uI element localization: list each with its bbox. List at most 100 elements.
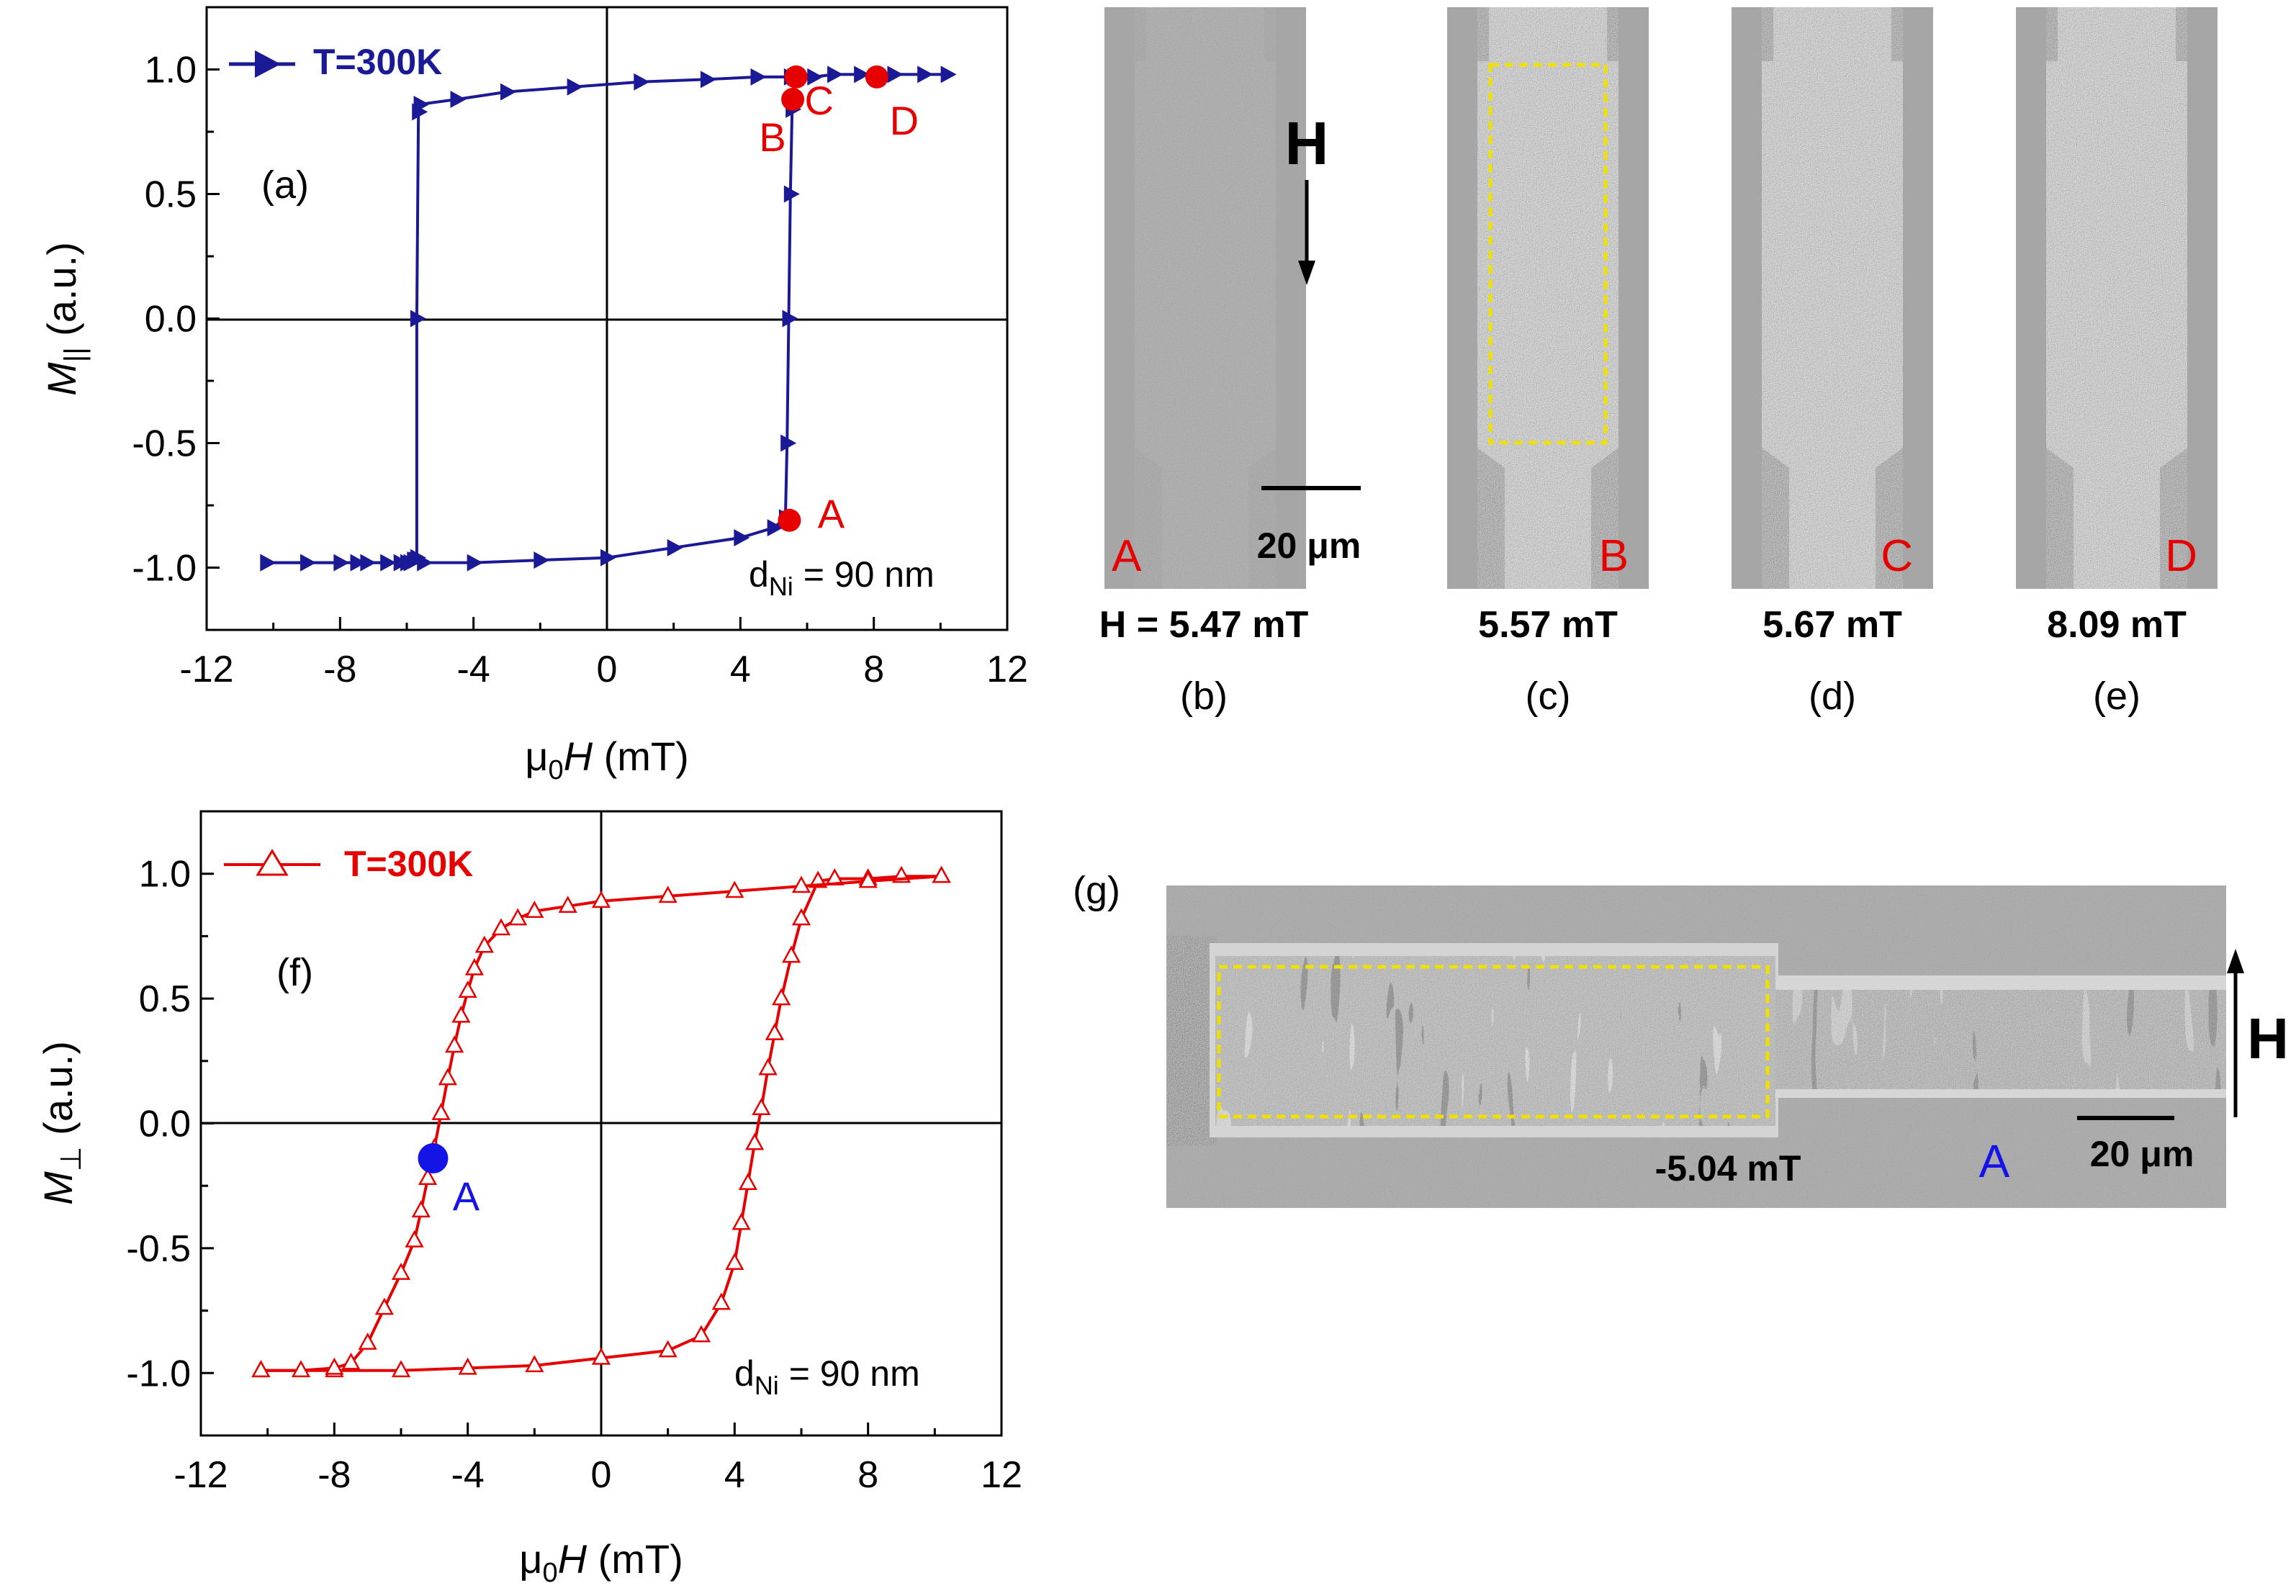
x-tick-label: 0 — [591, 1454, 612, 1496]
x-axis-label: μ0H (mT) — [525, 734, 689, 785]
y-tick-label: 0.0 — [139, 1104, 191, 1145]
y-axis-label: M|| (a.u.) — [39, 242, 91, 396]
panel-label-b: (b) — [1180, 675, 1228, 718]
data-point — [765, 1023, 785, 1040]
data-point — [391, 1262, 411, 1280]
point-marker-D — [865, 65, 888, 89]
data-point — [508, 908, 528, 926]
data-point — [500, 83, 516, 101]
y-axis-label: M⊥ (a.u.) — [35, 1041, 87, 1205]
data-point — [634, 73, 650, 91]
x-label-var: H — [558, 1536, 587, 1582]
data-point — [567, 78, 583, 96]
data-point — [411, 1200, 431, 1218]
data-point — [791, 908, 811, 926]
data-point — [438, 1068, 457, 1086]
point-marker-A — [778, 508, 801, 532]
data-point — [854, 66, 870, 84]
data-point — [767, 519, 783, 537]
data-point — [752, 1098, 771, 1115]
axis-ticks: -12 -8 -4 0 4 8 12 1.0 0.5 0.0 -0.5 -1.0 — [126, 854, 1022, 1496]
x-tick-label: -4 — [451, 1454, 485, 1496]
data-point — [932, 865, 951, 883]
data-point — [525, 1355, 544, 1373]
legend: T=300K — [224, 844, 473, 884]
strip-letter: D — [2165, 531, 2197, 581]
data-point — [917, 66, 934, 84]
data-point — [667, 538, 683, 556]
x-label-unit: (mT) — [587, 1536, 683, 1582]
strip-letter: B — [1599, 531, 1629, 581]
narrow-bar-noise — [1775, 990, 2226, 1089]
annotation: dNi = 90 nm — [749, 554, 935, 601]
data-point — [858, 870, 878, 888]
point-marker-C — [784, 65, 808, 89]
data-point — [251, 1360, 271, 1378]
data-point — [738, 1173, 757, 1190]
data-point — [431, 1103, 451, 1120]
data-point — [807, 68, 824, 86]
y-tick-label: 0.5 — [145, 174, 197, 216]
field-arrow-icon — [1298, 261, 1315, 285]
strip-letter: A — [1112, 531, 1142, 581]
y-tick-label: 1.0 — [139, 854, 191, 896]
strip-A: A — [1104, 7, 1306, 589]
y-tick-label: -0.5 — [132, 423, 197, 465]
data-point — [772, 988, 791, 1006]
data-point — [491, 918, 511, 936]
x-axis-label: μ0H (mT) — [519, 1536, 683, 1588]
wide-bar-noise — [1215, 956, 1775, 1126]
x-tick-label: -8 — [323, 649, 356, 690]
x-tick-label: -12 — [179, 649, 233, 690]
x-tick-label: 4 — [724, 1454, 745, 1496]
data-point — [534, 551, 550, 569]
scale-label: 20 μm — [1257, 526, 1361, 566]
strip-bar-noise — [1135, 7, 1276, 589]
panel-label-f: (f) — [276, 951, 313, 994]
data-point — [300, 554, 316, 572]
strip-b-overlays: H 20 μm — [1257, 109, 1361, 566]
data-point — [780, 434, 797, 452]
data-point — [413, 95, 430, 113]
y-tick-label: -1.0 — [132, 548, 197, 590]
scale-label-g: 20 μm — [2090, 1134, 2194, 1174]
strip-B: B — [1447, 7, 1649, 589]
data-point — [391, 1360, 411, 1378]
y-label-sub: || — [59, 347, 91, 362]
data-point — [464, 957, 485, 975]
data-point — [458, 980, 477, 998]
annotation-sub: Ni — [755, 1371, 779, 1400]
data-point — [750, 68, 767, 86]
strip-captions: H = 5.47 mT 5.57 mT 5.67 mT 8.09 mT (b) … — [1099, 604, 2187, 718]
x-label-sub: 0 — [548, 755, 563, 785]
data-point — [445, 1035, 464, 1053]
data-point — [525, 901, 544, 918]
highlight-box — [1217, 965, 1770, 1119]
data-point — [734, 528, 750, 546]
data-point — [701, 71, 716, 89]
annotation: dNi = 90 nm — [734, 1353, 920, 1400]
data-point — [758, 1058, 778, 1076]
series-line — [261, 875, 942, 1372]
data-point — [783, 185, 800, 203]
point-label-D: D — [890, 98, 919, 143]
x-tick-label: 8 — [863, 649, 884, 690]
series-line — [266, 109, 794, 564]
strip-field-c: 5.57 mT — [1478, 604, 1618, 646]
point-markers: A — [418, 1143, 480, 1219]
data-point — [887, 66, 904, 84]
data-point — [782, 310, 798, 328]
data-point — [341, 1352, 361, 1370]
x-label-mu: μ — [519, 1536, 542, 1582]
legend-label: T=300K — [313, 42, 442, 82]
left-pad-noise — [1166, 936, 1217, 1146]
data-point — [658, 885, 677, 903]
x-tick-label: 12 — [981, 1454, 1022, 1496]
legend-marker-icon — [255, 50, 281, 78]
x-tick-label: 12 — [986, 649, 1028, 690]
data-point — [405, 1230, 424, 1248]
strip-letter: C — [1881, 531, 1913, 581]
x-tick-label: 4 — [730, 649, 751, 690]
